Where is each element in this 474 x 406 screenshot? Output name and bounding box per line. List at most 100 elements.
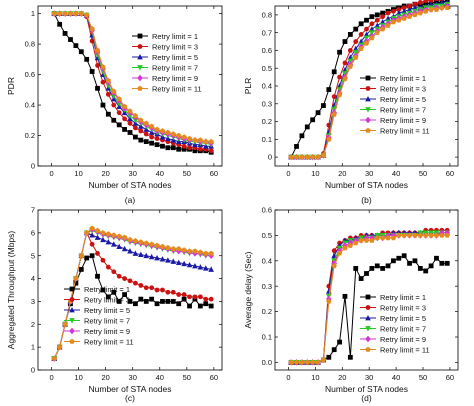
data-point xyxy=(56,344,63,350)
data-point xyxy=(73,280,79,286)
data-point xyxy=(342,76,348,82)
x-tick-label: 20 xyxy=(338,169,346,178)
data-point xyxy=(116,243,122,249)
data-point xyxy=(310,359,316,365)
data-point xyxy=(364,271,369,276)
legend-label: Retry limit = 7 xyxy=(152,63,198,72)
data-point xyxy=(127,130,133,135)
data-point xyxy=(304,154,310,160)
data-point xyxy=(105,111,111,117)
data-point xyxy=(352,49,359,56)
data-point xyxy=(363,31,370,37)
data-point xyxy=(176,132,182,138)
data-point xyxy=(363,35,370,41)
data-point xyxy=(138,296,144,302)
y-tick-label: 0.1 xyxy=(262,135,272,144)
data-point xyxy=(149,296,155,302)
data-point xyxy=(396,7,402,12)
legend-marker xyxy=(365,107,371,113)
data-point xyxy=(186,261,193,268)
x-tick-label: 50 xyxy=(419,169,427,178)
data-point xyxy=(51,10,57,16)
data-point xyxy=(110,241,117,247)
y-tick-label: 0.8 xyxy=(262,10,272,19)
y-tick-label: 5 xyxy=(31,251,35,260)
data-point xyxy=(192,250,198,257)
data-point xyxy=(181,260,187,267)
legend-label: Retry limit = 3 xyxy=(152,42,198,51)
data-point xyxy=(374,235,380,241)
data-point xyxy=(363,40,370,46)
data-point xyxy=(293,359,300,365)
legend-label: Retry limit = 9 xyxy=(380,335,426,344)
data-point xyxy=(374,22,381,28)
data-point xyxy=(148,123,155,129)
panel-caption: (d) xyxy=(361,393,372,403)
data-point xyxy=(95,63,100,68)
data-point xyxy=(170,131,176,137)
data-point xyxy=(293,154,300,160)
data-point xyxy=(208,138,214,144)
y-tick-label: 2 xyxy=(31,320,35,329)
data-point xyxy=(175,259,182,265)
data-point xyxy=(57,21,63,27)
x-axis-label: Number of STA nodes xyxy=(325,384,408,394)
data-point xyxy=(401,5,407,11)
data-point xyxy=(105,294,111,300)
y-tick-label: 0.2 xyxy=(25,131,35,140)
y-tick-label: 0 xyxy=(268,153,272,162)
data-point xyxy=(116,110,122,116)
data-point xyxy=(84,56,90,62)
data-point xyxy=(192,148,198,154)
data-point xyxy=(143,285,149,291)
legend-marker xyxy=(365,294,371,300)
data-point xyxy=(380,14,386,20)
data-point xyxy=(100,102,106,108)
y-tick-label: 0.2 xyxy=(262,117,272,126)
y-tick-label: 0.4 xyxy=(262,82,272,91)
data-point xyxy=(396,17,402,23)
data-point xyxy=(401,253,407,259)
data-point xyxy=(342,245,348,251)
data-point xyxy=(347,242,354,248)
data-point xyxy=(407,260,412,266)
series-6 xyxy=(51,225,214,361)
data-point xyxy=(122,116,127,122)
data-point xyxy=(379,235,386,241)
data-point xyxy=(390,235,397,241)
data-point xyxy=(105,239,112,245)
data-point xyxy=(84,230,90,236)
data-point xyxy=(396,232,402,238)
x-tick-label: 0 xyxy=(49,169,53,178)
data-point xyxy=(197,146,203,152)
data-point xyxy=(116,233,122,239)
data-point xyxy=(192,263,198,269)
legend-label: Retry limit = 3 xyxy=(84,295,130,304)
data-point xyxy=(160,143,165,149)
legend-label: Retry limit = 11 xyxy=(380,126,430,135)
data-point xyxy=(406,232,413,238)
chart-panel: 0 10 20 30 40 50 60 0 0.1 0.2 0.3 0.4 0.5 0.6 0.7 0.8 Nu… xyxy=(243,0,459,205)
data-point xyxy=(417,232,423,238)
legend-marker xyxy=(69,297,75,302)
x-tick-label: 20 xyxy=(101,169,109,178)
data-point xyxy=(154,255,160,261)
data-point xyxy=(100,257,106,263)
data-point xyxy=(159,256,166,262)
legend-marker xyxy=(137,85,143,91)
data-point xyxy=(159,128,166,134)
data-point xyxy=(170,299,176,304)
data-point xyxy=(132,112,139,118)
data-point xyxy=(94,234,101,240)
data-point xyxy=(192,294,198,300)
legend-marker xyxy=(365,326,371,332)
data-point xyxy=(406,13,413,19)
legend-marker xyxy=(137,65,143,71)
data-point xyxy=(337,74,342,80)
data-point xyxy=(78,49,84,55)
data-point xyxy=(187,294,192,300)
x-tick-label: 30 xyxy=(365,373,373,382)
data-point xyxy=(122,127,127,132)
x-axis-label: Number of STA nodes xyxy=(89,180,172,190)
